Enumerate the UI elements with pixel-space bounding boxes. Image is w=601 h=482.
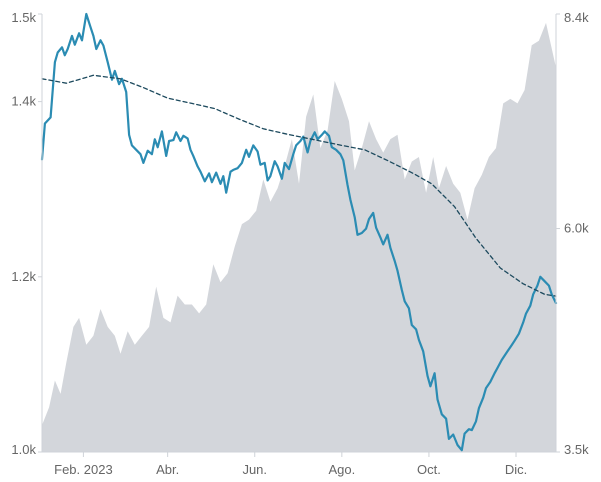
trend-series (41, 74, 557, 297)
axes (38, 13, 560, 457)
right-tick-label: 8.4k (564, 10, 589, 25)
area-series (42, 22, 556, 453)
x-tick-label: Dic. (505, 462, 527, 477)
left-tick-label: 1.0k (11, 442, 36, 457)
main-line (40, 12, 558, 452)
left-tick-label: 1.2k (11, 269, 36, 284)
main-series (40, 12, 558, 452)
right-tick-label: 6.0k (564, 221, 589, 236)
x-tick-label: Feb. 2023 (54, 462, 113, 477)
trend-line (41, 74, 557, 297)
tick-labels: 1.0k 1.2k 1.4k 1.5k 3.5k 6.0k 8.4k Feb. 2023 Abr… (11, 10, 589, 477)
x-tick-label: Abr. (156, 462, 179, 477)
x-tick-label: Jun. (242, 462, 267, 477)
x-tick-label: Ago. (328, 462, 355, 477)
left-tick-label: 1.4k (11, 94, 36, 109)
right-tick-label: 3.5k (564, 442, 589, 457)
area-fill (42, 22, 556, 453)
left-tick-label: 1.5k (11, 10, 36, 25)
x-tick-label: Oct. (417, 462, 441, 477)
